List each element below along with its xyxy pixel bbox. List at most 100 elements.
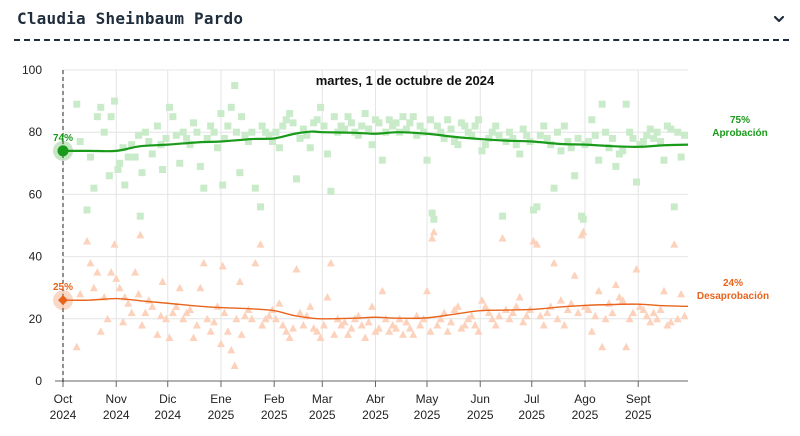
- disapproval-poll-point: [103, 314, 112, 323]
- disapproval-poll-point: [299, 321, 308, 329]
- approval-poll-point: [444, 116, 452, 124]
- approval-poll-point: [111, 97, 119, 105]
- approval-poll-point: [579, 215, 587, 223]
- disapproval-hover-marker[interactable]: [58, 295, 68, 306]
- disapproval-poll-point: [402, 317, 411, 326]
- approval-poll-point: [643, 131, 651, 139]
- approval-poll-point: [437, 128, 445, 136]
- disapproval-poll-point: [93, 268, 102, 276]
- approval-poll-point: [509, 134, 517, 142]
- approval-poll-point: [632, 178, 640, 186]
- disapproval-legend-label: Desaprobación: [697, 291, 769, 302]
- disapproval-poll-point: [268, 305, 277, 313]
- x-tick-label-month: Dic: [159, 392, 176, 406]
- disapproval-poll-point: [656, 305, 665, 313]
- disapproval-poll-point: [560, 321, 569, 329]
- approval-chart: 0 20 40 60 80 100 Oct 2024 Nov 2024 Dic 2024 Ene 202…: [22, 63, 769, 422]
- approval-poll-point: [409, 113, 417, 121]
- approval-poll-point: [135, 131, 143, 139]
- disapproval-poll-point: [653, 314, 662, 323]
- chevron-down-icon[interactable]: [772, 12, 786, 26]
- disapproval-poll-point: [443, 327, 452, 335]
- disapproval-poll-point: [447, 317, 456, 326]
- y-tick-label: 40: [29, 250, 43, 264]
- x-tick-label-year: 2024: [103, 408, 130, 422]
- approval-poll-point: [203, 134, 211, 142]
- approval-poll-point: [121, 181, 129, 189]
- approval-poll-point: [605, 144, 613, 152]
- trend-lines: [62, 130, 689, 320]
- disapproval-trend-line: [62, 297, 689, 320]
- approval-poll-point: [313, 116, 321, 124]
- approval-poll-point: [646, 125, 654, 133]
- disapproval-poll-point: [275, 299, 284, 307]
- disapproval-poll-point: [347, 324, 356, 332]
- disapproval-poll-point: [570, 271, 579, 279]
- disapproval-poll-point: [385, 327, 394, 335]
- disapproval-poll-point: [501, 305, 510, 313]
- approval-poll-point: [406, 119, 414, 127]
- approval-poll-point: [454, 141, 462, 149]
- approval-poll-point: [172, 131, 180, 139]
- approval-poll-point: [550, 184, 558, 192]
- approval-poll-point: [347, 119, 355, 127]
- disapproval-poll-point: [550, 258, 559, 267]
- approval-poll-point: [471, 122, 479, 130]
- approval-poll-point: [179, 128, 187, 136]
- disapproval-poll-point: [649, 308, 658, 317]
- x-tick-label-year: 2025: [414, 408, 441, 422]
- disapproval-poll-point: [639, 305, 648, 313]
- approval-poll-point: [219, 181, 227, 189]
- x-tick-label-year: 2024: [154, 408, 181, 422]
- approval-poll-point: [238, 113, 246, 121]
- approval-poll-point: [90, 184, 98, 192]
- x-tick-label-month: Sept: [626, 392, 651, 406]
- approval-poll-point: [176, 159, 184, 167]
- approval-poll-point: [385, 116, 393, 124]
- approval-poll-point: [519, 125, 527, 133]
- approval-poll-point: [368, 141, 376, 149]
- disapproval-poll-point: [227, 345, 236, 354]
- approval-hover-marker[interactable]: [57, 145, 69, 157]
- approval-poll-point: [138, 169, 146, 177]
- approval-poll-point: [554, 128, 562, 136]
- approval-poll-point: [232, 128, 240, 136]
- disapproval-poll-point: [392, 324, 401, 332]
- disapproval-poll-point: [361, 333, 370, 341]
- disapproval-poll-point: [271, 314, 280, 323]
- hover-layer[interactable]: 74% 25%: [53, 70, 73, 385]
- approval-poll-point: [499, 212, 507, 220]
- approval-poll-point: [564, 138, 572, 146]
- approval-poll-point: [282, 116, 290, 124]
- disapproval-poll-point: [428, 233, 437, 242]
- card-header: Claudia Sheinbaum Pardo: [0, 0, 800, 42]
- approval-poll-point: [523, 131, 531, 139]
- disapproval-poll-point: [216, 339, 225, 348]
- disapproval-poll-point: [213, 302, 222, 310]
- approval-poll-point: [378, 156, 386, 164]
- disapproval-poll-point: [680, 311, 689, 320]
- approval-poll-point: [681, 131, 689, 139]
- approval-poll-point: [670, 203, 678, 211]
- disapproval-poll-point: [622, 342, 631, 351]
- disapproval-points: [72, 227, 689, 369]
- x-tick-label-month: Nov: [106, 392, 127, 406]
- approval-poll-point: [159, 166, 167, 174]
- approval-poll-point: [162, 134, 170, 142]
- approval-poll-point: [505, 128, 513, 136]
- approval-points: [73, 82, 689, 223]
- disapproval-poll-point: [543, 308, 552, 317]
- approval-poll-point: [612, 162, 620, 170]
- disapproval-poll-point: [189, 333, 198, 341]
- approval-poll-point: [430, 215, 438, 223]
- approval-poll-point: [100, 128, 108, 136]
- approval-poll-point: [105, 172, 113, 180]
- approval-poll-point: [210, 128, 218, 136]
- y-tick-label: 0: [35, 374, 42, 388]
- disapproval-poll-point: [556, 296, 565, 304]
- approval-poll-point: [468, 131, 476, 139]
- disapproval-poll-point: [72, 342, 81, 351]
- disapproval-poll-point: [646, 317, 655, 326]
- disapproval-poll-point: [378, 286, 387, 295]
- approval-poll-point: [657, 138, 665, 146]
